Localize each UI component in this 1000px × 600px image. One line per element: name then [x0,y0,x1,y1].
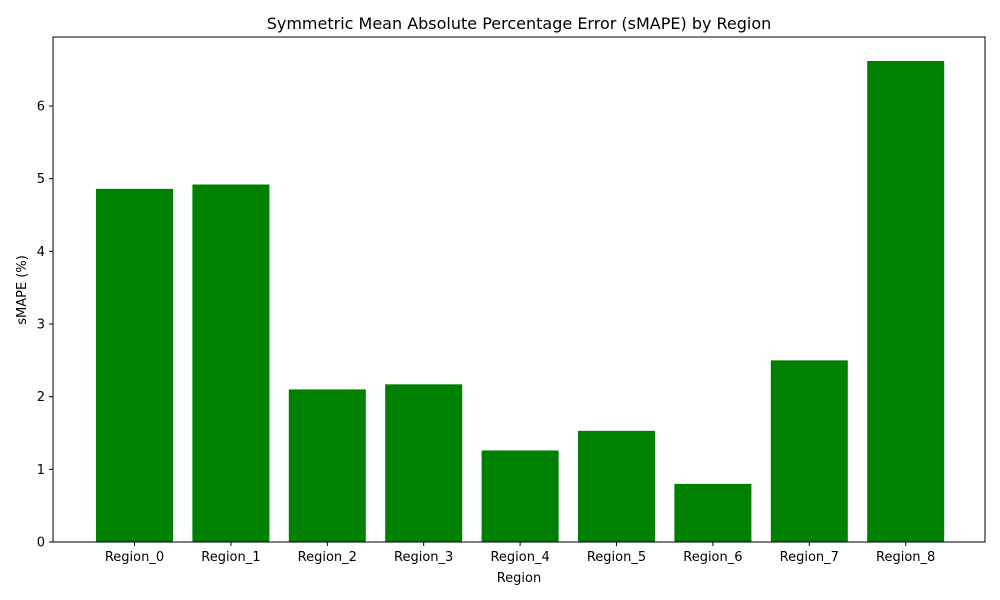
bars-group [96,60,945,542]
bar-region-6 [674,483,752,542]
x-tick-label: Region_0 [105,550,164,565]
x-tick-label: Region_3 [394,550,453,565]
y-tick-label: 6 [37,100,45,115]
x-axis-label: Region [497,571,542,586]
x-axis: Region_0 Region_1 Region_2 Region_3 Region_4… [105,542,935,565]
x-tick-label: Region_4 [490,550,549,565]
bar-region-7 [770,360,848,542]
y-tick-label: 1 [37,463,45,478]
chart-title: Symmetric Mean Absolute Percentage Error… [267,14,772,33]
bar-region-8 [867,60,945,542]
x-tick-label: Region_7 [780,550,839,565]
bar-region-4 [481,450,559,542]
x-tick-label: Region_6 [683,550,742,565]
bar-region-5 [578,430,655,542]
bar-region-1 [192,184,270,542]
y-tick-label: 0 [37,536,45,551]
plot-frame [52,36,986,543]
y-tick-label: 3 [37,318,45,333]
y-tick-label: 2 [37,390,45,405]
bar-region-0 [96,188,173,542]
x-tick-label: Region_8 [876,550,935,565]
y-axis-label: sMAPE (%) [15,255,30,325]
bar-region-2 [288,389,366,542]
x-tick-label: Region_5 [587,550,646,565]
x-tick-label: Region_1 [201,550,260,565]
y-tick-label: 5 [37,172,45,187]
y-axis: 0 1 2 3 4 5 6 [37,100,53,551]
bar-region-3 [385,384,463,542]
y-tick-label: 4 [37,245,45,260]
x-tick-label: Region_2 [298,550,357,565]
